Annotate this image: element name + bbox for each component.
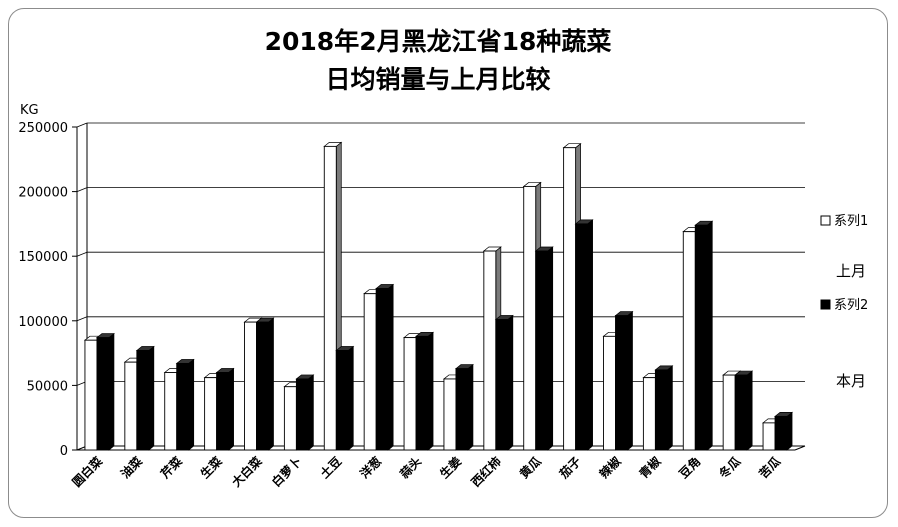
y-tick-label: 100000 bbox=[18, 315, 68, 330]
category-label: 蒜头 bbox=[397, 454, 425, 482]
bars bbox=[83, 141, 794, 451]
category-label: 大白菜 bbox=[229, 454, 265, 490]
category-label: 生姜 bbox=[436, 454, 464, 482]
bar-2-2 bbox=[175, 358, 195, 451]
category-label: 洋葱 bbox=[357, 454, 385, 482]
gridline-wall bbox=[76, 187, 88, 192]
chart-title-line2: 日均销量与上月比较 bbox=[325, 65, 550, 94]
y-tick-label: 150000 bbox=[18, 250, 68, 265]
side-label-last-month: 上月 bbox=[836, 262, 866, 280]
bar-2-17 bbox=[774, 411, 794, 451]
bar-2-9 bbox=[454, 363, 474, 451]
bar-2-8 bbox=[415, 331, 435, 451]
category-label: 豆角 bbox=[676, 454, 704, 482]
bar-2-6 bbox=[335, 345, 355, 451]
bar-2-1 bbox=[135, 345, 155, 451]
gridline-wall bbox=[76, 251, 88, 257]
y-tick-labels: 0 50000 100000 150000 200000 250000 bbox=[18, 121, 68, 459]
category-label: 白萝卜 bbox=[268, 454, 304, 490]
y-axis-unit-label: KG bbox=[20, 103, 39, 118]
side-label-this-month: 本月 bbox=[836, 372, 866, 390]
bar-2-3 bbox=[215, 367, 235, 451]
category-label: 黄瓜 bbox=[516, 454, 544, 482]
gridline-wall bbox=[76, 316, 88, 322]
bar-2-0 bbox=[95, 332, 115, 451]
y-tick-label: 50000 bbox=[27, 379, 68, 394]
legend-swatch-series1 bbox=[820, 215, 831, 226]
category-label: 油菜 bbox=[117, 454, 145, 482]
bar-2-7 bbox=[375, 283, 395, 451]
legend-swatch-series2 bbox=[820, 299, 831, 310]
y-tick-label: 200000 bbox=[18, 186, 68, 201]
bar-2-14 bbox=[654, 365, 674, 451]
category-label: 苦瓜 bbox=[756, 454, 784, 482]
category-label: 土豆 bbox=[317, 454, 345, 482]
legend-label-series2: 系列2 bbox=[834, 298, 868, 313]
bar-2-12 bbox=[574, 219, 594, 451]
gridline-wall bbox=[76, 122, 88, 128]
y-tick-label: 0 bbox=[60, 444, 68, 459]
bar-2-11 bbox=[534, 246, 554, 451]
category-label: 辣椒 bbox=[596, 453, 624, 481]
category-label: 青椒 bbox=[636, 453, 664, 481]
category-label: 冬瓜 bbox=[716, 454, 744, 482]
legend: 系列1 系列2 bbox=[820, 214, 868, 313]
bar-2-5 bbox=[295, 374, 315, 451]
chart-title-line1: 2018年2月黑龙江省18种蔬菜 bbox=[265, 27, 612, 56]
category-label: 圆白菜 bbox=[69, 454, 105, 490]
category-label: 芹菜 bbox=[157, 454, 185, 482]
legend-label-series1: 系列1 bbox=[834, 214, 868, 229]
category-labels: 圆白菜 油菜 芹菜 生菜 大白菜 白萝卜 土豆 洋葱 蒜头 生姜 西红柿 黄瓜 茄子 辣椒 青椒 豆角 冬瓜 苦瓜 bbox=[69, 453, 783, 490]
bar-2-4 bbox=[255, 317, 275, 451]
category-label: 生菜 bbox=[197, 454, 225, 482]
bar-2-10 bbox=[494, 314, 514, 451]
category-label: 茄子 bbox=[555, 454, 583, 482]
y-tick-label: 250000 bbox=[18, 121, 68, 136]
bar-2-16 bbox=[734, 370, 754, 451]
bar-2-13 bbox=[614, 310, 634, 451]
bar-2-15 bbox=[694, 220, 714, 451]
floor-right-edge bbox=[794, 445, 806, 451]
category-label: 西红柿 bbox=[468, 454, 504, 490]
